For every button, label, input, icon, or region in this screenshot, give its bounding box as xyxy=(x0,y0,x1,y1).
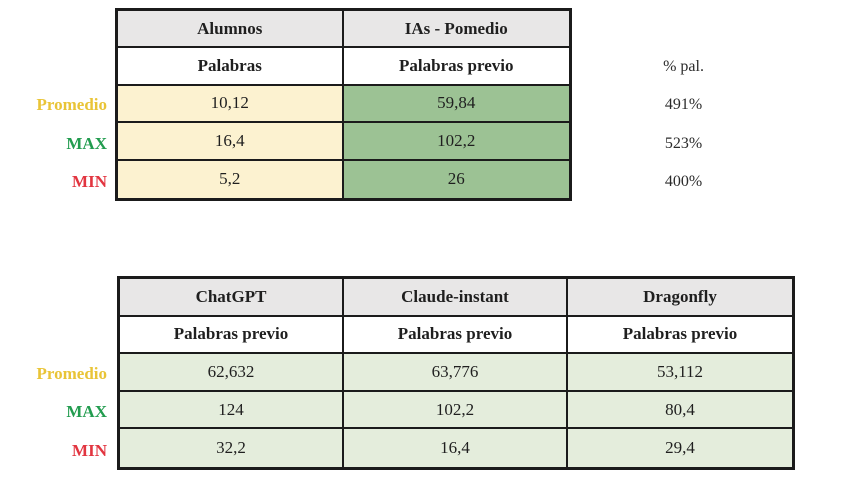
row-label-max: MAX xyxy=(66,133,107,153)
column-header-chatgpt: ChatGPT xyxy=(120,279,344,317)
row-label-min: MIN xyxy=(72,440,107,460)
row-label-promedio: Promedio xyxy=(36,363,107,383)
cell-dragonfly-max: 80,4 xyxy=(568,391,792,430)
pct-column-header: % pal. xyxy=(663,57,704,75)
cell-ias-max: 102,2 xyxy=(343,123,569,161)
cell-chatgpt-promedio: 62,632 xyxy=(120,354,344,392)
column-header-alumnos: Alumnos xyxy=(118,11,344,49)
cell-chatgpt-max: 124 xyxy=(120,391,344,430)
row-label-min: MIN xyxy=(72,171,107,191)
cell-claude-max: 102,2 xyxy=(344,391,568,430)
cell-alumnos-promedio: 10,12 xyxy=(118,85,344,124)
cell-dragonfly-min: 29,4 xyxy=(568,429,792,467)
cell-claude-promedio: 63,776 xyxy=(344,354,568,392)
table-ias-detail: ChatGPT Claude-instant Dragonfly Palabra… xyxy=(117,276,795,470)
column-header-dragonfly: Dragonfly xyxy=(568,279,792,317)
column-header-claude-instant: Claude-instant xyxy=(344,279,568,317)
column-header-ias-pomedio: IAs - Pomedio xyxy=(343,11,569,49)
subheader-claude-palabras-previo: Palabras previo xyxy=(344,316,568,355)
row-label-max: MAX xyxy=(66,401,107,421)
cell-alumnos-max: 16,4 xyxy=(118,123,344,161)
cell-ias-promedio: 59,84 xyxy=(343,85,569,124)
subheader-palabras: Palabras xyxy=(118,48,344,86)
cell-chatgpt-min: 32,2 xyxy=(120,429,344,467)
cell-dragonfly-promedio: 53,112 xyxy=(568,354,792,392)
cell-claude-min: 16,4 xyxy=(344,429,568,467)
pct-value-promedio: 491% xyxy=(664,95,703,113)
pct-value-max: 523% xyxy=(664,134,703,152)
cell-alumnos-min: 5,2 xyxy=(118,160,344,198)
subheader-chatgpt-palabras-previo: Palabras previo xyxy=(120,316,344,355)
table-alumnos-vs-ias: Alumnos IAs - Pomedio Palabras Palabras … xyxy=(115,8,572,201)
pct-value-min: 400% xyxy=(664,172,703,190)
subheader-palabras-previo: Palabras previo xyxy=(343,48,569,86)
subheader-dragonfly-palabras-previo: Palabras previo xyxy=(568,316,792,355)
row-label-promedio: Promedio xyxy=(36,94,107,114)
cell-ias-min: 26 xyxy=(343,160,569,198)
